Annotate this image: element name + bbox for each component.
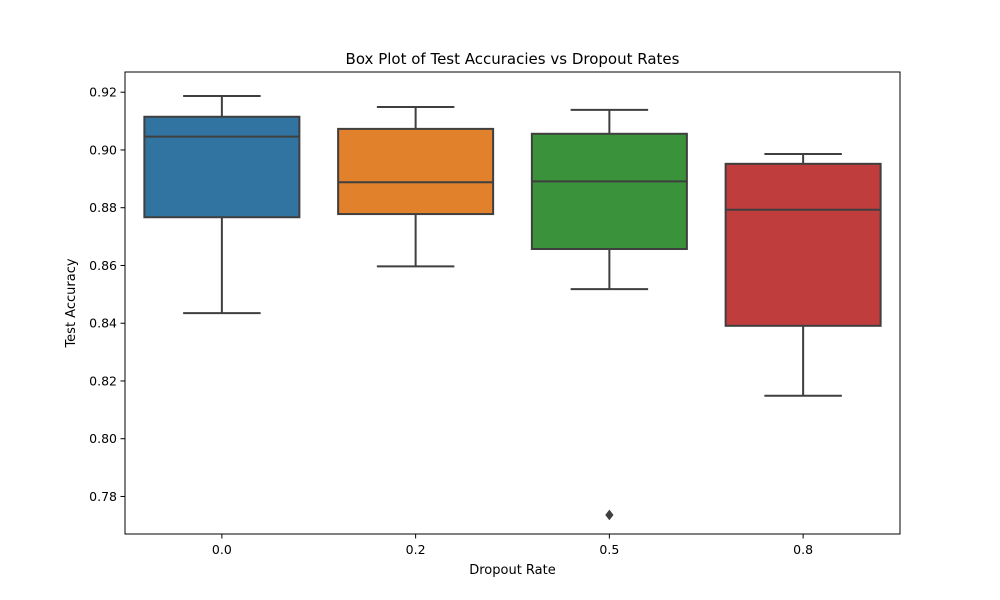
box-iqr	[530, 132, 688, 251]
chart-title: Box Plot of Test Accuracies vs Dropout R…	[346, 50, 680, 68]
x-tick-label: 0.5	[599, 542, 619, 557]
y-tick-label: 0.82	[89, 373, 117, 388]
box-group-0.0	[143, 94, 301, 315]
box-iqr	[337, 127, 495, 216]
y-tick-label: 0.84	[89, 316, 117, 331]
x-tick-label: 0.2	[406, 542, 426, 557]
y-tick-label: 0.78	[89, 489, 117, 504]
box-group-0.8	[724, 153, 882, 397]
x-tick-label: 0.8	[793, 542, 813, 557]
y-axis-label: Test Accuracy	[64, 258, 79, 348]
box-group-0.2	[337, 105, 495, 268]
y-tick-label: 0.88	[89, 200, 117, 215]
plot-area	[143, 94, 882, 521]
plot-frame	[124, 71, 901, 535]
x-axis-label: Dropout Rate	[469, 563, 556, 578]
x-tick-label: 0.0	[212, 542, 232, 557]
x-axis: 0.0 0.2 0.5 0.8	[212, 534, 813, 557]
box-iqr	[143, 115, 301, 219]
y-axis: 0.78 0.80 0.82 0.84 0.86 0.88 0.90 0.92	[89, 85, 125, 504]
y-tick-label: 0.92	[89, 85, 117, 100]
y-tick-label: 0.80	[89, 431, 117, 446]
y-tick-label: 0.90	[89, 142, 117, 157]
y-tick-label: 0.86	[89, 258, 117, 273]
box-iqr	[724, 162, 882, 327]
box-group-0.5	[530, 108, 688, 521]
outlier-point	[605, 509, 614, 521]
